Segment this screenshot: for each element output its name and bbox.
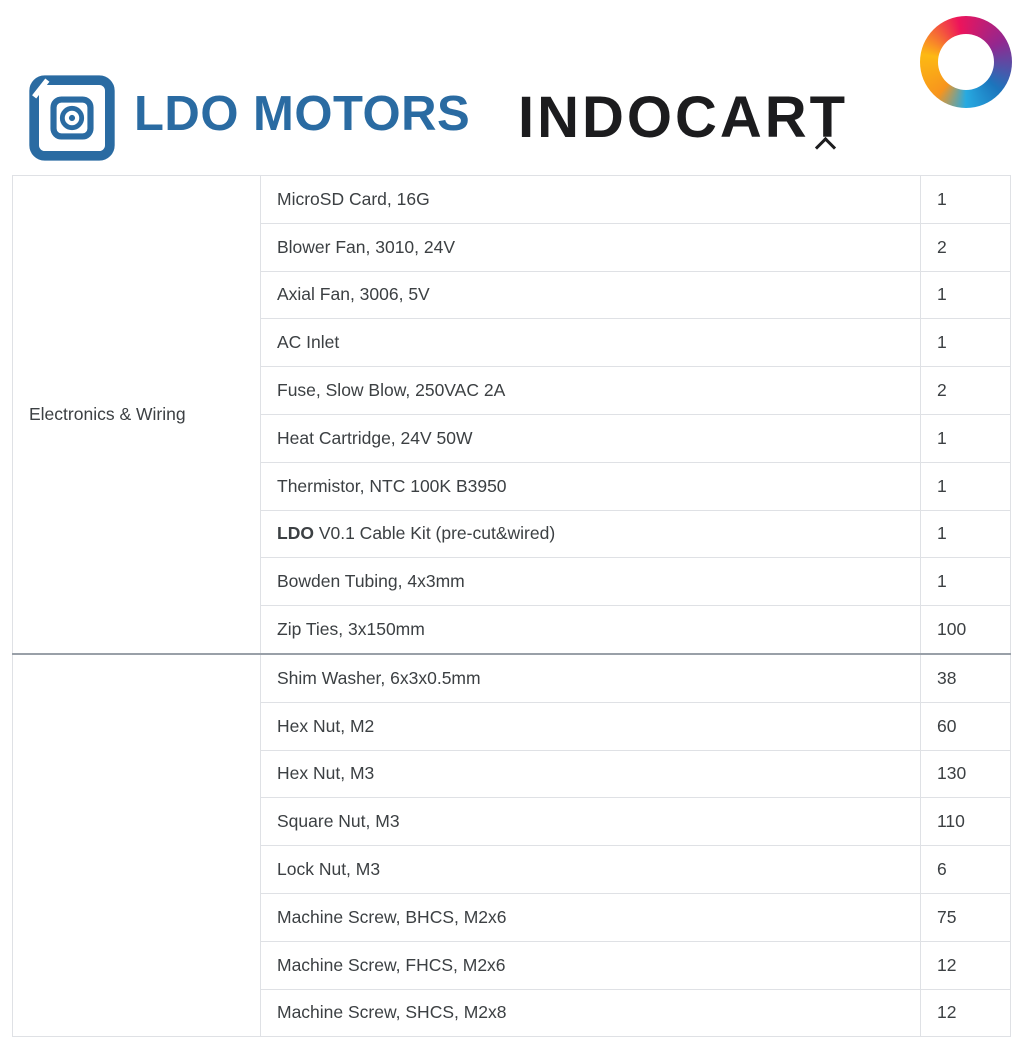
- qty-cell: 1: [920, 557, 1011, 607]
- bom-table-body: Electronics & Wiring MicroSD Card, 16G 1 Bl…: [12, 174, 1011, 1037]
- table-row: Square Nut, M3 110: [13, 797, 1011, 847]
- item-cell: Lock Nut, M3: [260, 845, 921, 894]
- table-row: Machine Screw, FHCS, M2x6 12: [13, 940, 1011, 990]
- table-row: Axial Fan, 3006, 5V 1: [13, 270, 1011, 320]
- qty-cell: 12: [920, 940, 1011, 990]
- table-row: Blower Fan, 3010, 24V 2: [13, 222, 1011, 272]
- table-row: Lock Nut, M3 6: [13, 845, 1011, 894]
- table-row: LDO V0.1 Cable Kit (pre-cut&wired) 1: [13, 509, 1011, 559]
- item-cell: Zip Ties, 3x150mm: [260, 605, 921, 655]
- table-row: Shim Washer, 6x3x0.5mm 38: [12, 652, 1011, 1037]
- qty-cell: 2: [920, 222, 1011, 272]
- qty-cell: 75: [920, 892, 1011, 942]
- indocart-brand: INDOCART: [518, 84, 849, 159]
- item-cell: MicroSD Card, 16G: [260, 175, 921, 224]
- qty-cell: 1: [920, 509, 1011, 559]
- table-row: Fuse, Slow Blow, 250VAC 2A 2: [13, 366, 1011, 415]
- qty-cell: 1: [920, 461, 1011, 511]
- item-cell: Machine Screw, SHCS, M2x8: [260, 988, 921, 1037]
- table-row: Thermistor, NTC 100K B3950 1: [13, 461, 1011, 511]
- item-cell: Machine Screw, BHCS, M2x6: [260, 892, 921, 942]
- header: LDO MOTORS INDOCART: [0, 0, 1024, 175]
- item-cell: Hex Nut, M3: [260, 749, 921, 799]
- item-cell: Fuse, Slow Blow, 250VAC 2A: [260, 366, 921, 415]
- indocart-logo-icon: [920, 16, 1012, 108]
- table-row: Electronics & Wiring MicroSD Card, 16G 1: [12, 174, 1011, 655]
- indocart-brand-name: INDOCART: [518, 85, 849, 150]
- item-cell: Heat Cartridge, 24V 50W: [260, 413, 921, 463]
- item-cell: Bowden Tubing, 4x3mm: [260, 557, 921, 607]
- table-row: Heat Cartridge, 24V 50W 1: [13, 413, 1011, 463]
- qty-cell: 1: [920, 318, 1011, 368]
- category-cell: [12, 652, 261, 1037]
- qty-cell: 1: [920, 270, 1011, 320]
- qty-cell: 38: [920, 652, 1011, 703]
- item-cell: Square Nut, M3: [260, 797, 921, 847]
- qty-cell: 12: [920, 988, 1011, 1037]
- table-row: Machine Screw, BHCS, M2x6 75: [13, 892, 1011, 942]
- ldo-brand-name: LDO MOTORS: [134, 87, 471, 141]
- qty-cell: 130: [920, 749, 1011, 799]
- item-cell: LDO V0.1 Cable Kit (pre-cut&wired): [260, 509, 921, 559]
- qty-cell: 2: [920, 366, 1011, 415]
- item-cell: Blower Fan, 3010, 24V: [260, 222, 921, 272]
- item-cell: Machine Screw, FHCS, M2x6: [260, 940, 921, 990]
- qty-cell: 1: [920, 175, 1011, 224]
- table-row: Hex Nut, M3 130: [13, 749, 1011, 799]
- table-row: Hex Nut, M2 60: [13, 701, 1011, 751]
- qty-cell: 1: [920, 413, 1011, 463]
- table-row: AC Inlet 1: [13, 318, 1011, 368]
- qty-cell: 110: [920, 797, 1011, 847]
- qty-cell: 60: [920, 701, 1011, 751]
- table-row: Bowden Tubing, 4x3mm 1: [13, 557, 1011, 607]
- qty-cell: 6: [920, 845, 1011, 894]
- item-cell: Thermistor, NTC 100K B3950: [260, 461, 921, 511]
- item-cell: AC Inlet: [260, 318, 921, 368]
- category-cell: Electronics & Wiring: [12, 174, 261, 655]
- ldo-logo-icon: [28, 74, 116, 162]
- item-cell: Axial Fan, 3006, 5V: [260, 270, 921, 320]
- qty-cell: 100: [920, 605, 1011, 655]
- item-cell: Hex Nut, M2: [260, 701, 921, 751]
- item-cell: Shim Washer, 6x3x0.5mm: [260, 652, 921, 703]
- bom-table: Electronics & Wiring MicroSD Card, 16G 1 Bl…: [12, 174, 1011, 1037]
